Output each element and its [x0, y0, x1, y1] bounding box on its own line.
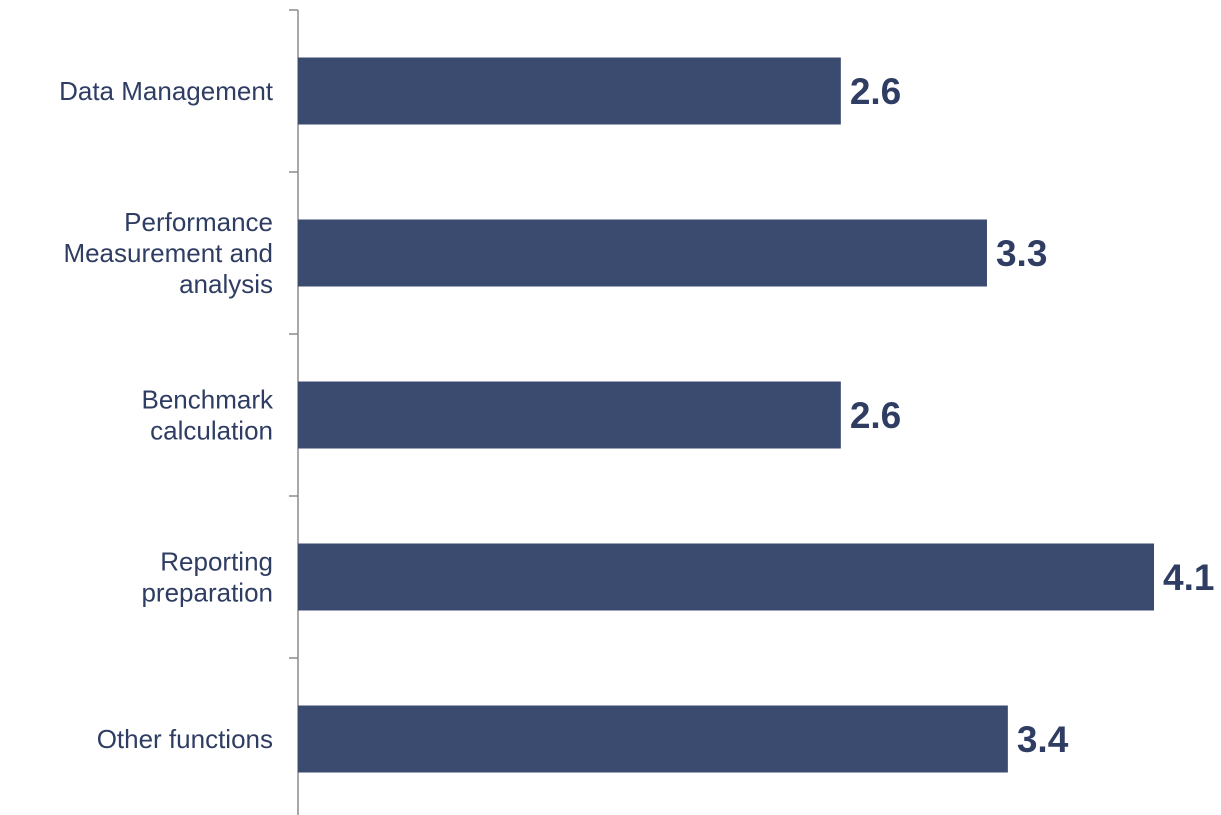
category-label-line: calculation	[150, 416, 273, 446]
category-labels: Data Management Performance Measurement an…	[59, 76, 274, 754]
category-label: Benchmark calculation	[142, 385, 274, 446]
bar	[298, 219, 987, 287]
category-axis	[289, 9, 299, 815]
category-label-line: Data Management	[59, 76, 274, 106]
data-label: 2.6	[850, 71, 901, 112]
bar	[298, 543, 1154, 611]
category-label: Data Management	[59, 76, 274, 106]
bar	[298, 705, 1008, 773]
category-label-line: Other functions	[97, 724, 273, 754]
category-label-line: Performance	[124, 207, 273, 237]
bar	[298, 57, 841, 125]
category-label-line: preparation	[141, 578, 273, 608]
data-label: 3.3	[996, 233, 1047, 274]
bars	[298, 57, 1154, 773]
category-label-line: Reporting	[160, 547, 273, 577]
data-labels: 2.6 3.3 2.6 4.1 3.4	[850, 71, 1215, 760]
category-label-line: analysis	[179, 269, 273, 299]
category-label: Other functions	[97, 724, 273, 754]
category-label: Performance Measurement and analysis	[63, 207, 273, 299]
data-label: 3.4	[1017, 719, 1069, 760]
bar	[298, 381, 841, 449]
category-label-line: Benchmark	[142, 385, 274, 415]
data-label: 2.6	[850, 395, 901, 436]
category-label-line: Measurement and	[63, 238, 273, 268]
data-label: 4.1	[1163, 557, 1214, 598]
category-label: Reporting preparation	[141, 547, 273, 608]
